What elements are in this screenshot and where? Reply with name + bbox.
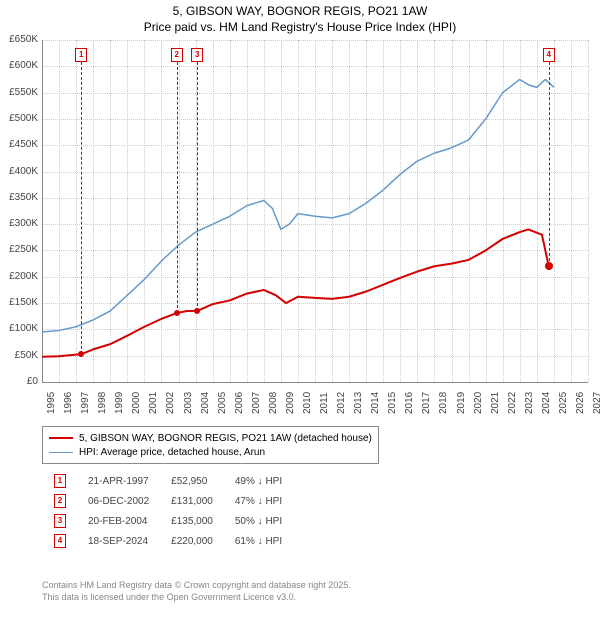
x-axis-label: 2009 [285, 392, 296, 414]
x-axis-label: 2017 [421, 392, 432, 414]
marker-number-box: 1 [75, 48, 87, 62]
x-axis-label: 2010 [302, 392, 313, 414]
x-axis-label: 2023 [524, 392, 535, 414]
x-axis-label: 2002 [165, 392, 176, 414]
marker-number-box: 4 [543, 48, 555, 62]
table-price: £220,000 [161, 532, 223, 550]
marker-number-box: 3 [191, 48, 203, 62]
x-axis-label: 2004 [200, 392, 211, 414]
table-date: 18-SEP-2024 [78, 532, 159, 550]
x-axis-label: 2007 [251, 392, 262, 414]
table-price: £135,000 [161, 512, 223, 530]
table-marker-box: 1 [54, 474, 66, 488]
price-table: 1 21-APR-1997£52,95049% ↓ HPI 2 06-DEC-2002… [42, 470, 294, 552]
x-axis-label: 1998 [97, 392, 108, 414]
table-pct: 47% ↓ HPI [225, 492, 292, 510]
legend-item: 5, GIBSON WAY, BOGNOR REGIS, PO21 1AW (d… [49, 431, 372, 445]
series-lines [0, 0, 590, 384]
marker-guideline [197, 62, 198, 311]
marker-number-box: 2 [171, 48, 183, 62]
legend-swatch [49, 452, 73, 453]
marker-guideline [81, 62, 82, 354]
x-axis-label: 2014 [370, 392, 381, 414]
legend: 5, GIBSON WAY, BOGNOR REGIS, PO21 1AW (d… [42, 426, 379, 464]
table-price: £52,950 [161, 472, 223, 490]
x-axis-label: 2021 [490, 392, 501, 414]
footer-line-2: This data is licensed under the Open Gov… [42, 592, 296, 602]
x-axis-label: 2024 [541, 392, 552, 414]
legend-swatch [49, 437, 73, 439]
x-axis-label: 2001 [148, 392, 159, 414]
x-axis-label: 1995 [46, 392, 57, 414]
price-table-row: 3 20-FEB-2004£135,00050% ↓ HPI [44, 512, 292, 530]
legend-label: HPI: Average price, detached house, Arun [79, 447, 265, 458]
x-axis-label: 1997 [80, 392, 91, 414]
x-axis-label: 2018 [438, 392, 449, 414]
x-axis-label: 2003 [183, 392, 194, 414]
table-price: £131,000 [161, 492, 223, 510]
x-axis-label: 2025 [558, 392, 569, 414]
price-table-row: 2 06-DEC-2002£131,00047% ↓ HPI [44, 492, 292, 510]
table-date: 21-APR-1997 [78, 472, 159, 490]
table-pct: 61% ↓ HPI [225, 532, 292, 550]
chart-container: 5, GIBSON WAY, BOGNOR REGIS, PO21 1AW Pr… [0, 0, 600, 620]
x-axis-label: 2022 [507, 392, 518, 414]
x-axis-label: 1996 [63, 392, 74, 414]
x-axis-label: 2013 [353, 392, 364, 414]
x-axis-label: 2011 [319, 392, 330, 414]
x-axis-label: 2006 [234, 392, 245, 414]
x-axis-label: 2012 [336, 392, 347, 414]
table-marker-box: 3 [54, 514, 66, 528]
table-marker-box: 2 [54, 494, 66, 508]
x-axis-label: 2008 [268, 392, 279, 414]
footer-line-1: Contains HM Land Registry data © Crown c… [42, 580, 351, 590]
marker-guideline [177, 62, 178, 313]
x-axis-label: 2016 [404, 392, 415, 414]
table-marker-box: 4 [54, 534, 66, 548]
footer-attribution: Contains HM Land Registry data © Crown c… [42, 580, 351, 603]
marker-guideline [549, 62, 550, 266]
x-axis-label: 2027 [592, 392, 600, 414]
table-date: 20-FEB-2004 [78, 512, 159, 530]
legend-label: 5, GIBSON WAY, BOGNOR REGIS, PO21 1AW (d… [79, 433, 372, 444]
series-line [42, 229, 549, 356]
x-axis-label: 2015 [387, 392, 398, 414]
legend-item: HPI: Average price, detached house, Arun [49, 445, 372, 459]
x-axis-label: 2000 [131, 392, 142, 414]
x-axis-label: 2020 [473, 392, 484, 414]
price-table-row: 4 18-SEP-2024£220,00061% ↓ HPI [44, 532, 292, 550]
marker-dot [174, 310, 180, 316]
table-date: 06-DEC-2002 [78, 492, 159, 510]
series-line [42, 79, 554, 332]
x-axis-label: 2019 [456, 392, 467, 414]
table-pct: 49% ↓ HPI [225, 472, 292, 490]
x-axis-label: 2005 [217, 392, 228, 414]
x-axis-label: 2026 [575, 392, 586, 414]
table-pct: 50% ↓ HPI [225, 512, 292, 530]
price-table-row: 1 21-APR-1997£52,95049% ↓ HPI [44, 472, 292, 490]
x-axis-label: 1999 [114, 392, 125, 414]
